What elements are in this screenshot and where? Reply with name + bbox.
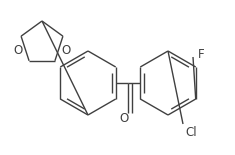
Text: O: O xyxy=(13,44,23,58)
Text: O: O xyxy=(61,44,71,58)
Text: Cl: Cl xyxy=(185,126,197,140)
Text: O: O xyxy=(119,111,129,124)
Text: F: F xyxy=(198,49,205,62)
